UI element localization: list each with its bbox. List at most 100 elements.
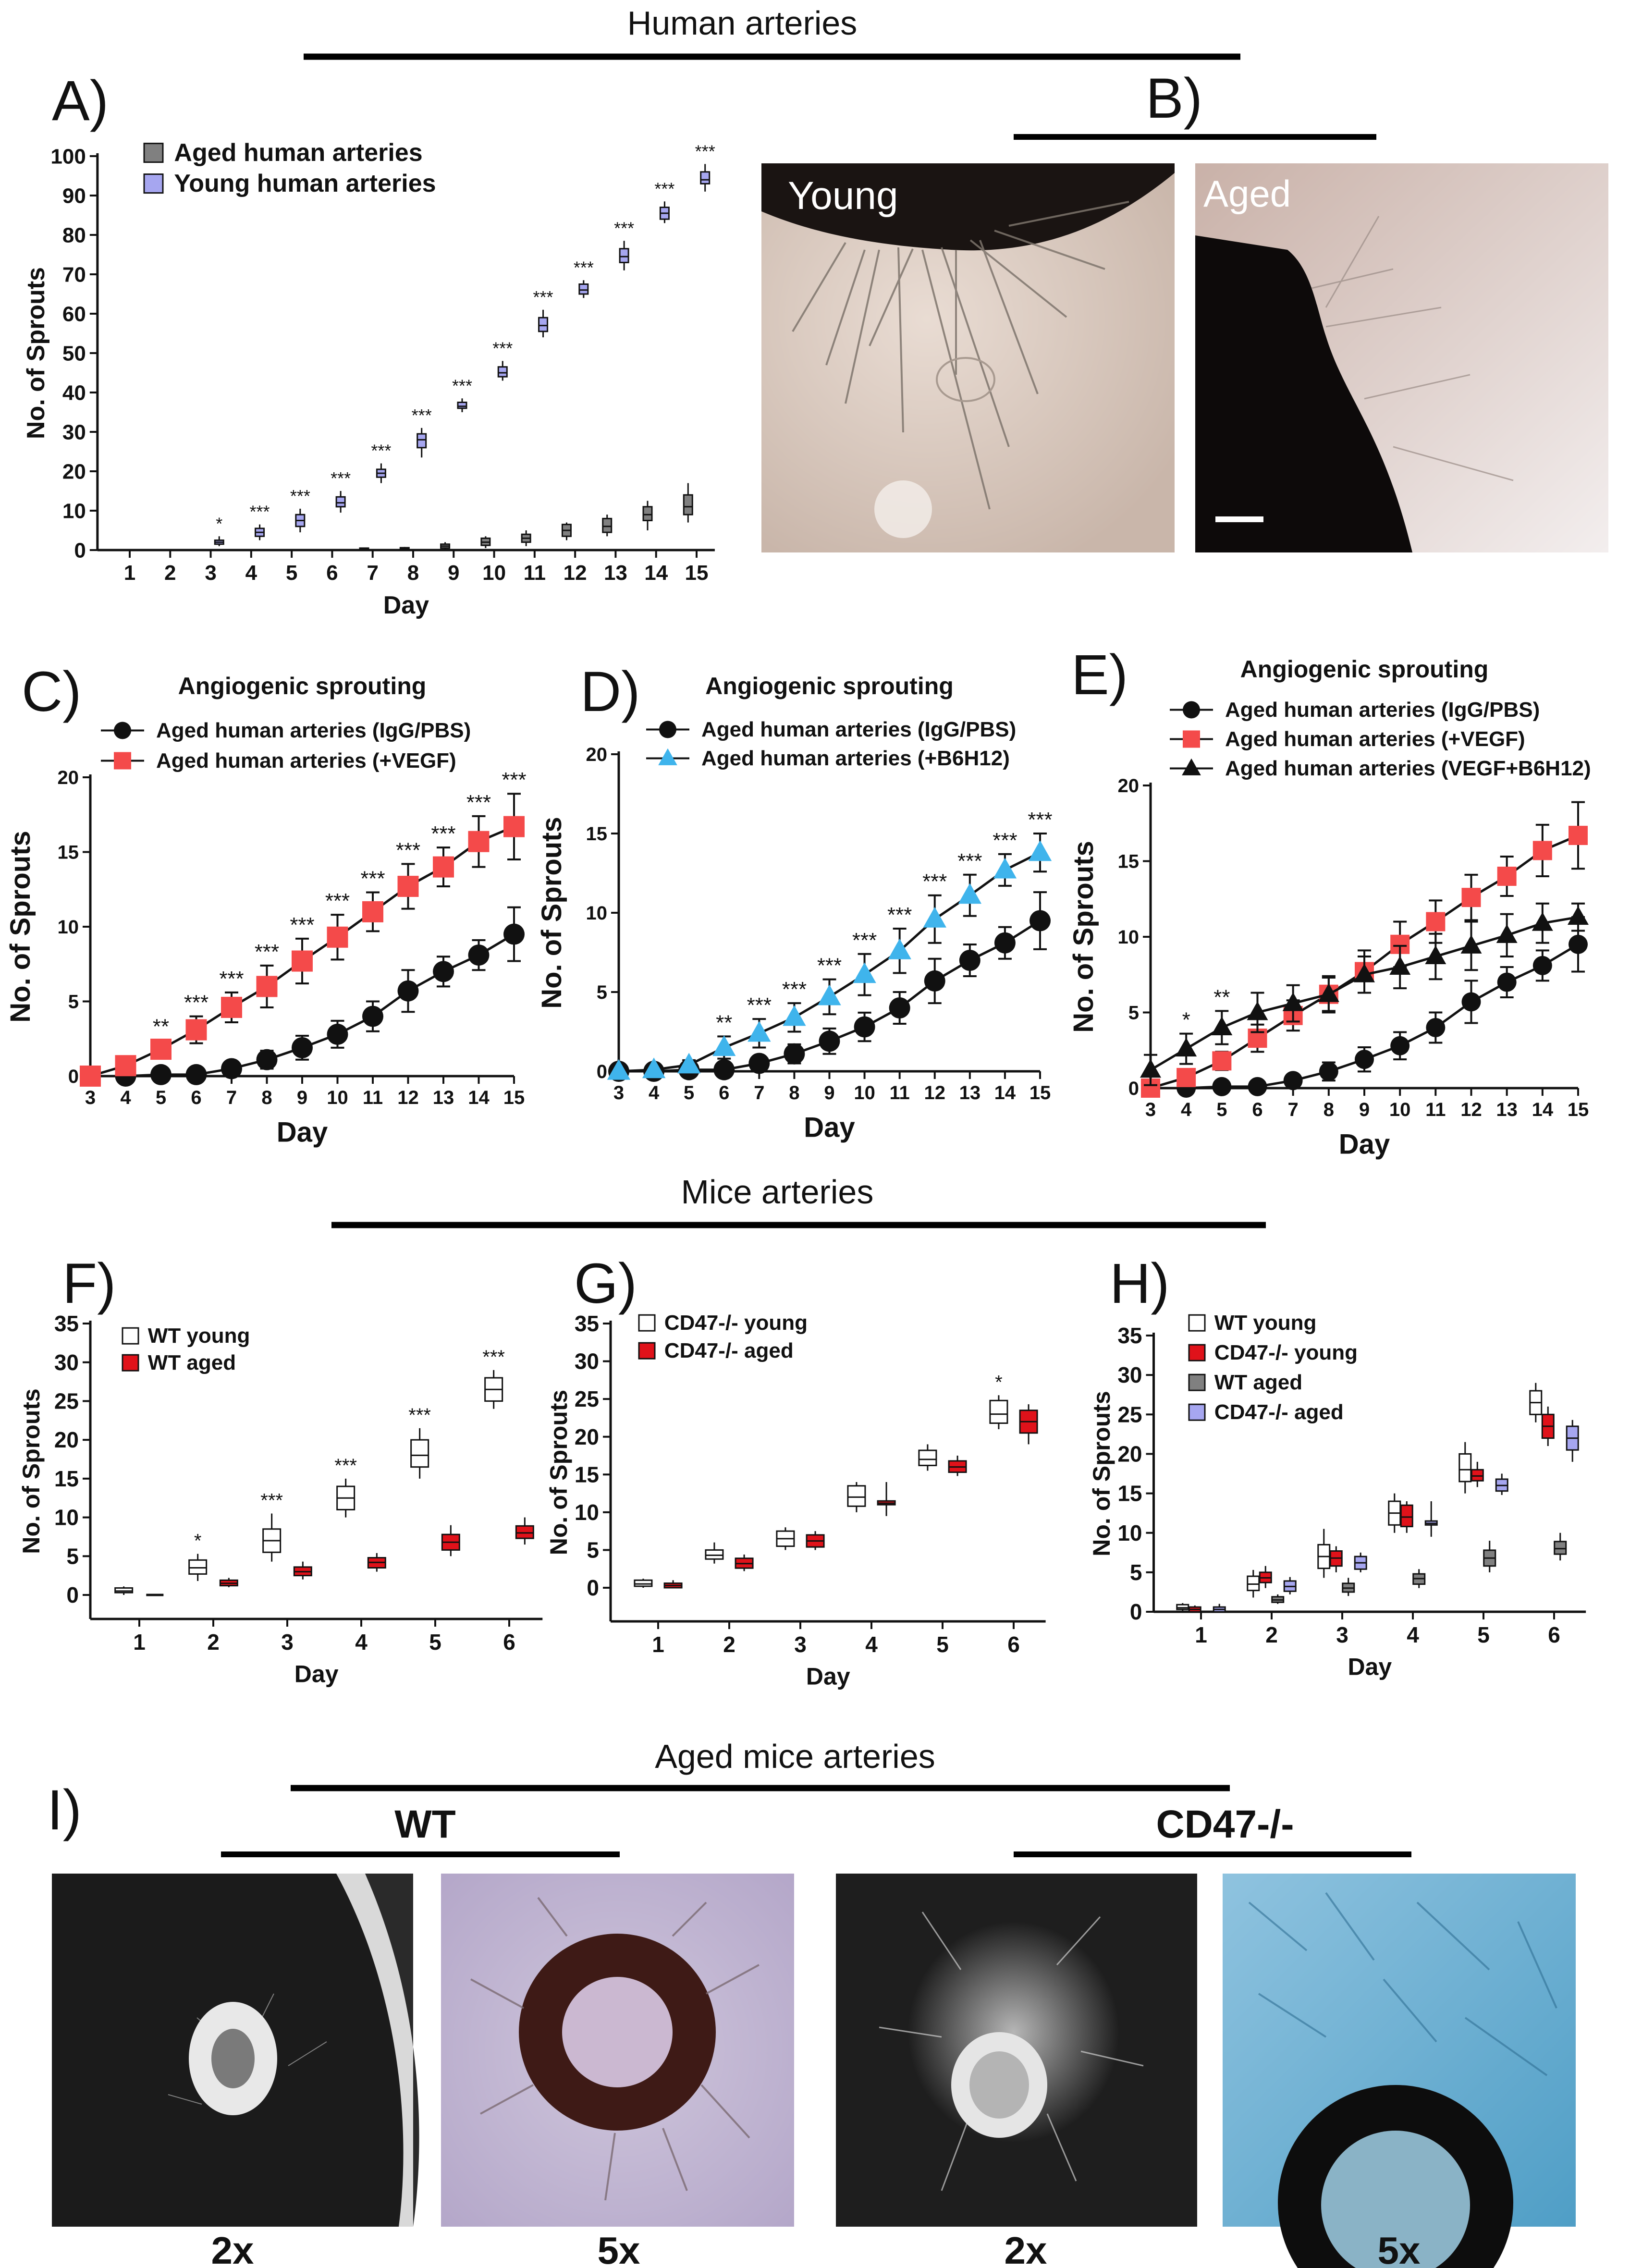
x-tick-label: 4 (865, 1632, 878, 1657)
box-body (1554, 1541, 1567, 1555)
significance-label: *** (533, 287, 553, 307)
significance-label: *** (957, 849, 982, 873)
x-tick-label: 6 (1252, 1099, 1262, 1120)
data-point (958, 883, 982, 904)
box-body (538, 317, 549, 332)
x-tick-label: 4 (1407, 1622, 1419, 1647)
box-body (989, 1399, 1008, 1424)
data-point (994, 932, 1016, 954)
panel-label-d: D) (580, 660, 640, 723)
x-tick-label: 9 (448, 561, 459, 585)
x-tick-label: 2 (1265, 1622, 1278, 1647)
section-title-human: Human arteries (627, 4, 858, 42)
data-point (888, 938, 911, 959)
significance-label: *** (695, 141, 715, 161)
data-point (468, 831, 490, 852)
y-tick-label: 25 (1117, 1402, 1142, 1427)
data-point (677, 1053, 701, 1074)
x-tick-label: 7 (367, 561, 378, 585)
legend-swatch (143, 143, 164, 163)
panel-label-g: G) (574, 1252, 637, 1315)
section-title-aged-mice: Aged mice arteries (655, 1738, 935, 1775)
legend-label: WT aged (1214, 1371, 1302, 1394)
box-body (1458, 1453, 1472, 1483)
y-tick-label: 5 (66, 1544, 79, 1569)
legend-label: CD47-/- young (664, 1311, 808, 1335)
significance-label: ** (716, 1011, 732, 1034)
significance-label: *** (922, 870, 947, 894)
data-point (362, 1005, 383, 1027)
box-body (515, 1525, 534, 1539)
data-point (923, 907, 946, 928)
x-tick-label: 8 (1324, 1099, 1334, 1120)
y-tick-label: 10 (62, 499, 86, 523)
y-tick-label: 50 (62, 342, 86, 365)
y-axis-label: No. of Sprouts (18, 1388, 45, 1554)
x-tick-label: 9 (1359, 1099, 1370, 1120)
x-tick-label: 6 (719, 1082, 729, 1103)
significance-label: * (1182, 1008, 1190, 1032)
data-point (433, 961, 454, 982)
x-tick-label: 3 (85, 1087, 96, 1108)
y-tick-label: 0 (1130, 1599, 1142, 1624)
significance-label: ** (153, 1015, 169, 1038)
y-tick-label: 25 (575, 1386, 599, 1411)
x-tick-label: 3 (1336, 1622, 1348, 1647)
data-point (993, 858, 1017, 879)
significance-label: *** (255, 940, 279, 964)
x-axis-label: Day (294, 1661, 339, 1688)
data-point (1028, 840, 1052, 861)
x-axis-label: Day (383, 591, 429, 619)
significance-label: *** (782, 978, 807, 1001)
chart-e: 0 5 10 15 20 3 4 5 6 7 8 9 10 11 12 13 14 15 Day No. of Spr… (1068, 656, 1591, 1160)
significance-label: *** (290, 913, 314, 937)
data-point (1029, 910, 1051, 932)
x-tick-label: 6 (1548, 1622, 1560, 1647)
significance-label: *** (290, 486, 310, 506)
y-tick-label: 5 (597, 982, 607, 1003)
photo-aged (1195, 163, 1608, 552)
data-point (468, 944, 490, 966)
y-axis-label: No. of Sprouts (536, 817, 567, 1009)
y-tick-label: 10 (1118, 927, 1140, 948)
y-tick-label: 0 (597, 1061, 607, 1082)
x-tick-label: 15 (503, 1087, 525, 1108)
panel-label-i: I) (47, 1778, 82, 1842)
data-point (1496, 924, 1518, 943)
x-tick-label: 3 (613, 1082, 624, 1103)
data-point (1282, 992, 1304, 1011)
legend-marker (114, 722, 131, 739)
significance-label: *** (852, 929, 877, 952)
data-point (712, 1035, 736, 1056)
significance-label: *** (1028, 808, 1052, 832)
x-tick-label: 8 (407, 561, 419, 585)
x-axis-label: Day (806, 1663, 850, 1690)
photo-cd47-2x (836, 1874, 1197, 2227)
significance-label: *** (412, 405, 432, 425)
chart-title: Angiogenic sprouting (1240, 656, 1489, 683)
y-tick-label: 90 (62, 184, 86, 208)
box-body (335, 496, 346, 508)
significance-label: *** (466, 791, 491, 814)
y-tick-label: 20 (1117, 1442, 1142, 1467)
data-point (503, 816, 525, 837)
x-tick-label: 11 (524, 561, 546, 585)
panel-label-f: F) (62, 1252, 116, 1315)
mag-cd47-5x: 5x (1378, 2229, 1421, 2268)
data-point (748, 1053, 770, 1074)
data-point (959, 950, 980, 971)
x-tick-label: 9 (824, 1082, 834, 1103)
box-body (1176, 1604, 1189, 1610)
data-point (397, 980, 419, 1002)
significance-label: *** (614, 218, 634, 238)
box-body (918, 1449, 937, 1466)
significance-label: *** (334, 1455, 357, 1476)
data-point (1319, 1062, 1338, 1081)
panel-i-wt-label: WT (394, 1802, 455, 1846)
data-point (1532, 841, 1552, 860)
box-body (1247, 1575, 1260, 1592)
y-tick-label: 5 (68, 992, 79, 1013)
mag-wt-5x: 5x (598, 2229, 640, 2268)
significance-label: *** (482, 1347, 505, 1368)
